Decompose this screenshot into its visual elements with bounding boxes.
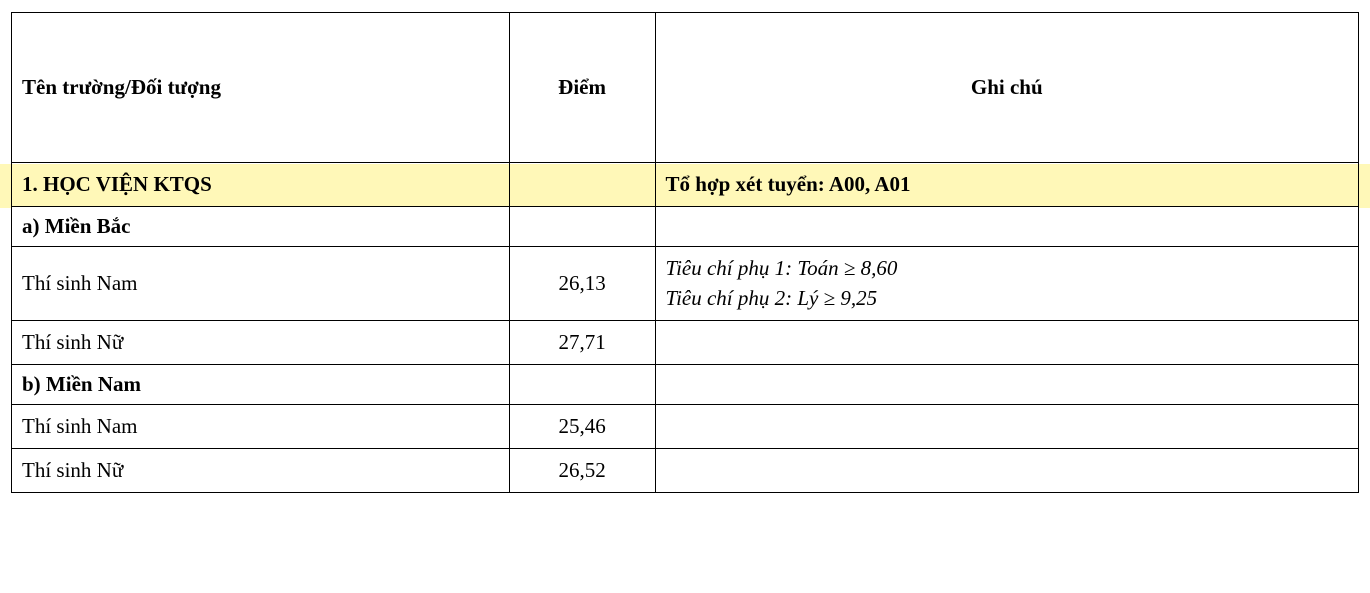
header-name: Tên trường/Đối tượng — [12, 13, 510, 163]
cell-name: Thí sinh Nam — [12, 404, 510, 448]
cell-score — [509, 163, 655, 207]
cell-note: Tiêu chí phụ 1: Toán ≥ 8,60 Tiêu chí phụ… — [655, 247, 1358, 321]
table-body: 1. HỌC VIỆN KTQS Tổ hợp xét tuyển: A00, … — [12, 163, 1359, 493]
header-score: Điểm — [509, 13, 655, 163]
table-row: a) Miền Bắc — [12, 207, 1359, 247]
table-row: Thí sinh Nữ 27,71 — [12, 320, 1359, 364]
cell-note — [655, 207, 1358, 247]
table-row: Thí sinh Nữ 26,52 — [12, 448, 1359, 492]
note-line-2: Tiêu chí phụ 2: Lý ≥ 9,25 — [666, 286, 878, 310]
cell-name: a) Miền Bắc — [12, 207, 510, 247]
table-row: Thí sinh Nam 25,46 — [12, 404, 1359, 448]
score-table: Tên trường/Đối tượng Điểm Ghi chú 1. HỌC… — [11, 12, 1359, 493]
cell-score: 26,13 — [509, 247, 655, 321]
cell-note — [655, 364, 1358, 404]
cell-note — [655, 448, 1358, 492]
cell-note — [655, 404, 1358, 448]
cell-name: b) Miền Nam — [12, 364, 510, 404]
table-row: Thí sinh Nam 26,13 Tiêu chí phụ 1: Toán … — [12, 247, 1359, 321]
table-row: 1. HỌC VIỆN KTQS Tổ hợp xét tuyển: A00, … — [12, 163, 1359, 207]
page-container: Tên trường/Đối tượng Điểm Ghi chú 1. HỌC… — [0, 0, 1370, 593]
table-row: b) Miền Nam — [12, 364, 1359, 404]
cell-note: Tổ hợp xét tuyển: A00, A01 — [655, 163, 1358, 207]
header-row: Tên trường/Đối tượng Điểm Ghi chú — [12, 13, 1359, 163]
cell-score: 26,52 — [509, 448, 655, 492]
cell-note — [655, 320, 1358, 364]
note-line-1: Tiêu chí phụ 1: Toán ≥ 8,60 — [666, 256, 898, 280]
cell-score: 25,46 — [509, 404, 655, 448]
header-note: Ghi chú — [655, 13, 1358, 163]
cell-name: Thí sinh Nam — [12, 247, 510, 321]
cell-name: Thí sinh Nữ — [12, 448, 510, 492]
cell-name: Thí sinh Nữ — [12, 320, 510, 364]
cell-score — [509, 364, 655, 404]
cell-score: 27,71 — [509, 320, 655, 364]
cell-score — [509, 207, 655, 247]
cell-name: 1. HỌC VIỆN KTQS — [12, 163, 510, 207]
